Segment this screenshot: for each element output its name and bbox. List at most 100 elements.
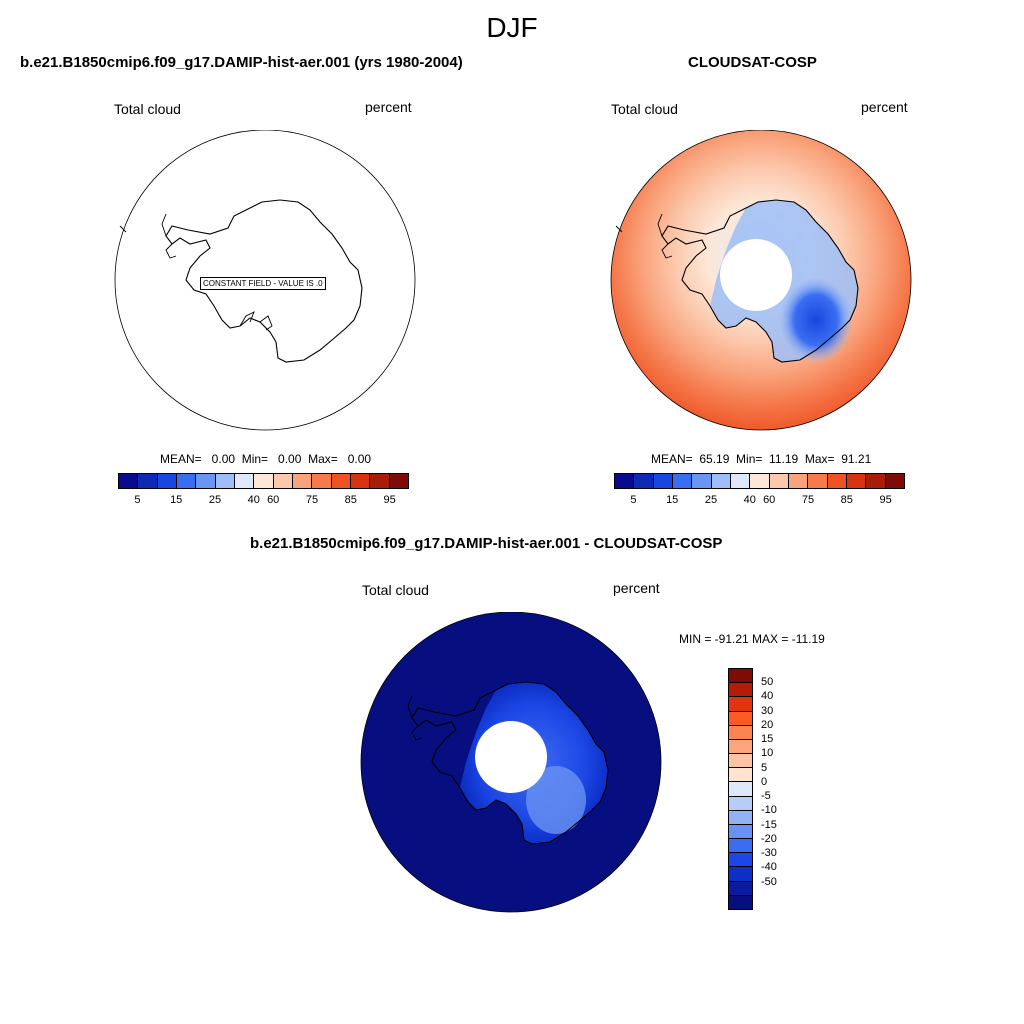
colorbar-tick-label: 85 — [344, 494, 357, 506]
obs-panel-title: CLOUDSAT-COSP — [688, 54, 817, 71]
colorbar-swatch — [885, 474, 904, 488]
colorbar-tick-label: 10 — [761, 747, 774, 760]
colorbar-tick-label: -5 — [761, 790, 771, 803]
colorbar-swatch — [350, 474, 371, 488]
colorbar-swatch — [711, 474, 731, 488]
obs-colorbar — [614, 473, 905, 489]
colorbar-swatch — [692, 474, 712, 488]
diff-peninsula-coastline — [407, 695, 423, 741]
constant-field-message: CONSTANT FIELD - VALUE IS .0 — [200, 277, 326, 290]
model-stats: MEAN= 0.00 Min= 0.00 Max= 0.00 — [160, 452, 372, 466]
colorbar-swatch — [729, 895, 752, 909]
colorbar-tick-label: 95 — [383, 494, 396, 506]
colorbar-swatch — [729, 754, 752, 769]
diff-colorbar — [728, 668, 753, 910]
obs-variable-label: Total cloud — [611, 101, 678, 117]
colorbar-tick-label: 25 — [208, 494, 222, 506]
model-variable-label: Total cloud — [114, 101, 181, 117]
colorbar-tick-label: 75 — [305, 494, 319, 506]
colorbar-swatch — [729, 867, 752, 882]
obs-units-label: percent — [861, 99, 908, 115]
diff-antarctica-coastline — [411, 681, 609, 845]
model-antarctica-coastline — [165, 199, 363, 363]
colorbar-tick-label: -40 — [761, 861, 777, 874]
model-colorbar — [118, 473, 409, 489]
obs-stats: MEAN= 65.19 Min= 11.19 Max= 91.21 — [651, 452, 872, 466]
colorbar-swatch — [370, 474, 390, 488]
model-peninsula-coastline — [119, 213, 177, 259]
colorbar-swatch — [866, 474, 886, 488]
colorbar-tick-label: -15 — [761, 818, 777, 831]
colorbar-tick-label: 40 — [247, 494, 260, 506]
colorbar-swatch — [273, 474, 293, 488]
diff-missing-data-hole — [475, 721, 547, 793]
colorbar-swatch — [729, 739, 752, 755]
colorbar-swatch — [729, 725, 752, 740]
colorbar-tick-label: 15 — [666, 494, 679, 506]
colorbar-swatch — [808, 474, 828, 488]
colorbar-swatch — [788, 474, 809, 488]
colorbar-tick-label: 30 — [761, 704, 774, 717]
colorbar-swatch — [331, 474, 351, 488]
colorbar-swatch — [634, 474, 654, 488]
colorbar-tick-label: 75 — [801, 494, 815, 506]
diff-units-label: percent — [613, 580, 660, 596]
colorbar-swatch — [119, 474, 139, 488]
diff-panel-title: b.e21.B1850cmip6.f09_g17.DAMIP-hist-aer.… — [250, 535, 723, 552]
colorbar-swatch — [389, 474, 408, 488]
diff-colorbar-ticks: 50 40 30 20 15 10 5 0 -5 -10 -15 -20 -30 -40 -50 — [761, 668, 801, 910]
model-colorbar-ticks: 5 15 25 40 60 75 85 95 — [118, 494, 409, 508]
colorbar-swatch — [138, 474, 158, 488]
colorbar-tick-label: 95 — [879, 494, 892, 506]
colorbar-swatch — [157, 474, 177, 488]
colorbar-swatch — [292, 474, 313, 488]
colorbar-swatch — [750, 474, 770, 488]
model-panel-title: b.e21.B1850cmip6.f09_g17.DAMIP-hist-aer.… — [20, 54, 463, 71]
colorbar-swatch — [729, 768, 752, 783]
colorbar-tick-label: -20 — [761, 832, 777, 845]
colorbar-swatch — [729, 782, 752, 797]
diff-range-label: MIN = -91.21 MAX = -11.19 — [679, 632, 825, 646]
colorbar-tick-label: 40 — [743, 494, 756, 506]
colorbar-tick-label: 50 — [761, 676, 774, 689]
model-ice-shelf-coastline — [239, 311, 273, 331]
colorbar-tick-label: 5 — [134, 494, 141, 506]
colorbar-swatch — [729, 669, 752, 684]
colorbar-tick-label: 60 — [267, 494, 280, 506]
colorbar-swatch — [729, 881, 752, 896]
diff-variable-label: Total cloud — [362, 582, 429, 598]
colorbar-swatch — [215, 474, 235, 488]
colorbar-tick-label: 85 — [840, 494, 853, 506]
colorbar-tick-label: 15 — [170, 494, 183, 506]
obs-polar-map — [610, 130, 912, 431]
model-units-label: percent — [365, 99, 412, 115]
obs-colorbar-ticks: 5 15 25 40 60 75 85 95 — [614, 494, 905, 508]
colorbar-tick-label: 60 — [763, 494, 776, 506]
colorbar-swatch — [672, 474, 693, 488]
colorbar-tick-label: 20 — [761, 718, 774, 731]
colorbar-swatch — [254, 474, 274, 488]
season-title: DJF — [486, 12, 538, 43]
colorbar-swatch — [653, 474, 673, 488]
diff-polar-map — [360, 612, 662, 913]
colorbar-swatch — [729, 810, 752, 825]
colorbar-tick-label: 0 — [761, 775, 768, 788]
colorbar-swatch — [196, 474, 216, 488]
colorbar-tick-label: 40 — [761, 690, 774, 703]
colorbar-tick-label: 5 — [761, 761, 768, 774]
colorbar-swatch — [615, 474, 635, 488]
diff-smaller-bias-area — [526, 766, 586, 834]
colorbar-swatch — [769, 474, 789, 488]
obs-missing-data-hole — [720, 239, 792, 311]
colorbar-swatch — [827, 474, 847, 488]
colorbar-swatch — [730, 474, 751, 488]
colorbar-tick-label: -30 — [761, 847, 777, 860]
colorbar-swatch — [846, 474, 867, 488]
colorbar-swatch — [729, 839, 752, 854]
colorbar-swatch — [729, 711, 752, 726]
colorbar-tick-label: 15 — [761, 733, 774, 746]
colorbar-tick-label: 5 — [630, 494, 637, 506]
colorbar-swatch — [729, 796, 752, 811]
colorbar-swatch — [729, 697, 752, 712]
colorbar-swatch — [729, 683, 752, 698]
